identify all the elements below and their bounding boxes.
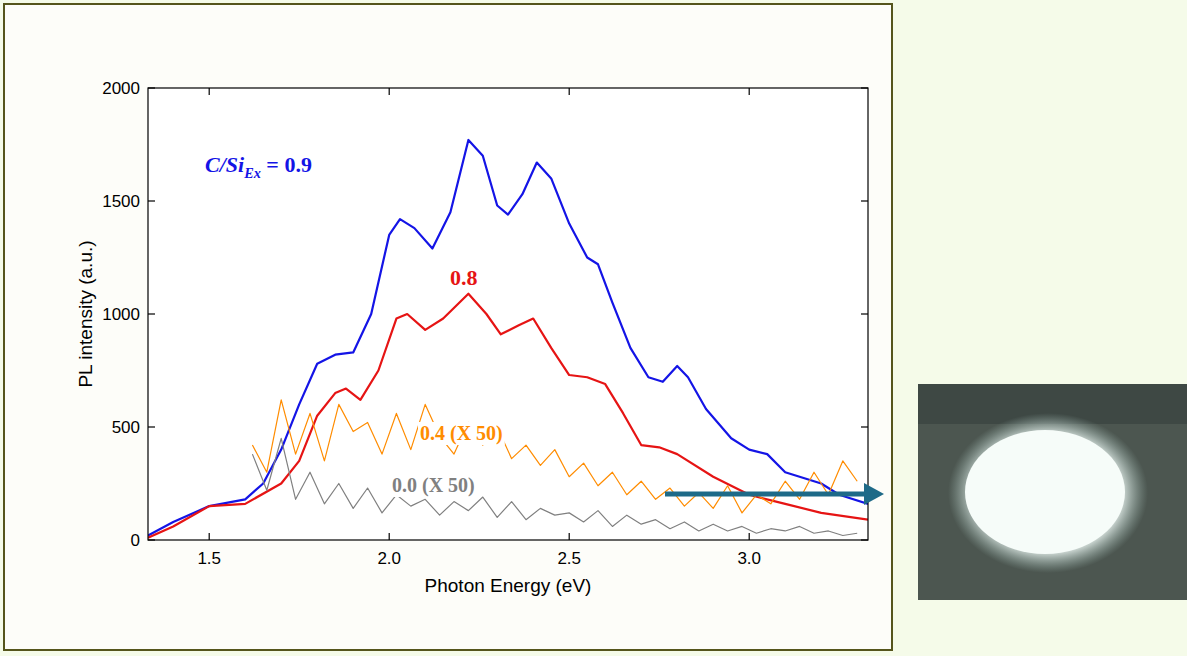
arrow-shaft <box>665 492 868 497</box>
y-tick <box>148 200 155 201</box>
y-tick-label: 1500 <box>102 192 140 211</box>
arrow-head <box>864 483 884 505</box>
label-prefix: C/Si <box>205 152 245 177</box>
x-tick-label: 2.0 <box>377 549 401 568</box>
y-tick-right <box>861 313 868 314</box>
plot-area <box>148 88 868 540</box>
x-tick-top <box>389 88 390 95</box>
x-tick <box>389 533 390 540</box>
background <box>0 0 1187 656</box>
y-tick <box>148 539 155 540</box>
series-label: C/SiEx = 0.9 <box>205 152 312 181</box>
page: 1.5 2.0 2.5 3.0 0 500 1000 1500 2000 Photon Energ… <box>0 0 1187 656</box>
x-tick <box>209 533 210 540</box>
x-tick-label: 2.5 <box>557 549 581 568</box>
y-tick <box>148 313 155 314</box>
x-tick-top <box>569 88 570 95</box>
series-label: 0.0 (X 50) <box>392 474 475 497</box>
series-group <box>148 140 868 538</box>
frame <box>4 4 892 650</box>
label-patch <box>203 152 314 181</box>
y-tick-label: 500 <box>112 418 140 437</box>
x-tick-top <box>209 88 210 95</box>
photo-spot <box>965 430 1125 554</box>
photo <box>918 384 1187 600</box>
x-tick-label: 1.5 <box>197 549 221 568</box>
label-patch <box>390 474 477 497</box>
label-subscript: Ex <box>243 165 261 181</box>
y-tick-label: 1000 <box>102 305 140 324</box>
y-tick <box>148 426 155 427</box>
x-axis-title: Photon Energy (eV) <box>425 575 592 596</box>
series-label: 0.8 <box>450 265 478 290</box>
series-labels: C/SiEx = 0.9 0.8 0.4 (X 50) 0.0 (X 50) <box>203 152 505 497</box>
y-tick-right <box>861 426 868 427</box>
y-tick-right <box>861 539 868 540</box>
label-joiner: = <box>261 152 285 177</box>
y-axis-title: PL intensity (a.u.) <box>75 240 96 387</box>
series-label: 0.4 (X 50) <box>420 422 503 445</box>
y-tick-right <box>861 200 868 201</box>
axes-frame <box>148 88 868 540</box>
series-line <box>148 140 868 536</box>
y-tick-label: 2000 <box>102 79 140 98</box>
y-tick <box>148 87 155 88</box>
label-patch <box>418 422 505 445</box>
x-tick-top <box>749 88 750 95</box>
series-line <box>148 294 868 538</box>
series-line <box>252 438 857 535</box>
y-tick-label: 0 <box>131 531 140 550</box>
label-patch <box>448 265 480 290</box>
y-tick-right <box>861 87 868 88</box>
x-tick <box>749 533 750 540</box>
x-tick-label: 3.0 <box>737 549 761 568</box>
x-tick <box>569 533 570 540</box>
photo-glow <box>948 413 1148 573</box>
series-name: 0.9 <box>284 152 312 177</box>
